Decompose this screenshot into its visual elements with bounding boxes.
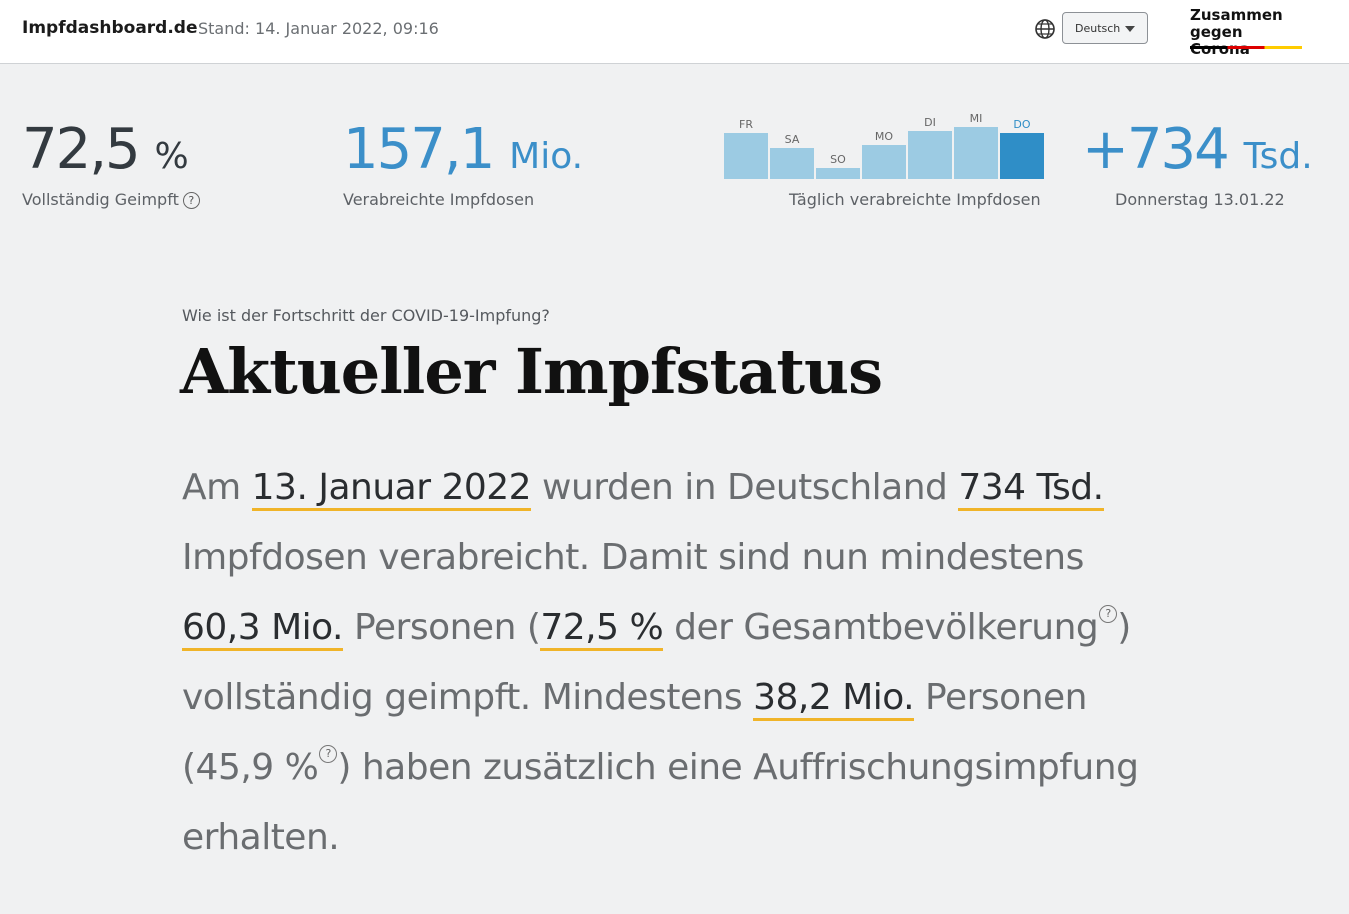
bar-fr: [724, 133, 768, 179]
kpi-doses-total-label: Verabreichte Impfdosen: [343, 190, 535, 209]
kpi-daily-doses-label: Donnerstag 13.01.22: [1115, 190, 1285, 209]
top-bar: Impfdashboard.de Stand: 14. Januar 2022,…: [0, 0, 1349, 64]
kpi-label-text: Vollständig Geimpft: [22, 190, 179, 209]
bar-do: [1000, 133, 1044, 179]
summary-text: Personen (: [343, 607, 541, 648]
bar-label-do: DO: [1013, 118, 1030, 131]
globe-icon: [1034, 18, 1056, 40]
daily-doses-chart: FR SA SO MO DI MI DO: [724, 112, 1044, 179]
summary-text: Impfdosen verabreicht. Damit sind nun mi…: [182, 537, 1084, 578]
summary-text: wurden in Deutschland: [531, 467, 959, 508]
summary-text: ) haben zusätzlich eine Auffrischungsimp…: [182, 747, 1139, 858]
bar-label-so: SO: [830, 153, 846, 166]
kpi-fully-vaccinated-value: 72,5 %: [22, 120, 189, 187]
highlight-persons-full: 60,3 Mio.: [182, 607, 344, 651]
site-name-link[interactable]: Impfdashboard.de: [22, 18, 198, 38]
language-select-value: Deutsch: [1075, 22, 1121, 35]
bar-mi: [954, 127, 998, 179]
bar-di: [908, 131, 952, 179]
summary-text: ) vollständig geimpft. Mindestens: [182, 607, 1131, 718]
data-timestamp: Stand: 14. Januar 2022, 09:16: [198, 19, 439, 38]
kpi-daily-doses-value: +734 Tsd.: [1082, 120, 1313, 187]
bar-label-fr: FR: [739, 118, 753, 131]
kpi-value: 72,5: [22, 117, 141, 182]
highlight-percent-full: 72,5 %: [540, 607, 664, 651]
flag-stripe: [1190, 46, 1302, 49]
summary-text: Am: [182, 467, 252, 508]
bar-label-sa: SA: [785, 133, 800, 146]
highlight-date: 13. Januar 2022: [251, 467, 532, 511]
bar-label-mi: MI: [970, 112, 983, 125]
page-title: Aktueller Impfstatus: [180, 335, 883, 408]
bar-so: [816, 168, 860, 179]
status-summary: Am 13. Januar 2022 wurden in Deutschland…: [182, 453, 1172, 873]
highlight-persons-booster: 38,2 Mio.: [753, 677, 915, 721]
summary-text: der Gesamtbevölkerung: [663, 607, 1099, 648]
bar-label-di: DI: [924, 116, 936, 129]
section-question: Wie ist der Fortschritt der COVID-19-Imp…: [182, 306, 550, 325]
help-icon[interactable]: ?: [1099, 605, 1118, 623]
logo-line-2: gegen Corona: [1190, 23, 1250, 58]
logo-line-1: Zusammen: [1190, 6, 1283, 24]
kpi-value: +734: [1082, 117, 1230, 182]
bar-label-mo: MO: [875, 130, 893, 143]
help-icon[interactable]: ?: [182, 192, 200, 209]
kpi-doses-total-value: 157,1 Mio.: [343, 120, 583, 187]
kpi-value: 157,1: [343, 117, 495, 182]
zusammen-gegen-corona-logo[interactable]: Zusammen gegen Corona: [1190, 6, 1304, 58]
help-icon[interactable]: ?: [319, 745, 338, 763]
summary-text: Personen (45,9 %: [182, 677, 1088, 788]
bar-sa: [770, 148, 814, 179]
kpi-fully-vaccinated-label: Vollständig Geimpft?: [22, 190, 200, 209]
kpi-unit: Tsd.: [1243, 136, 1313, 177]
language-select[interactable]: Deutsch: [1062, 12, 1148, 44]
chevron-down-icon: [1125, 26, 1135, 32]
kpi-unit: Mio.: [509, 136, 584, 177]
chart-xlabel: Täglich verabreichte Impfdosen: [789, 190, 1041, 209]
kpi-unit: %: [154, 136, 189, 177]
bar-mo: [862, 145, 906, 179]
highlight-doses-day: 734 Tsd.: [958, 467, 1104, 511]
